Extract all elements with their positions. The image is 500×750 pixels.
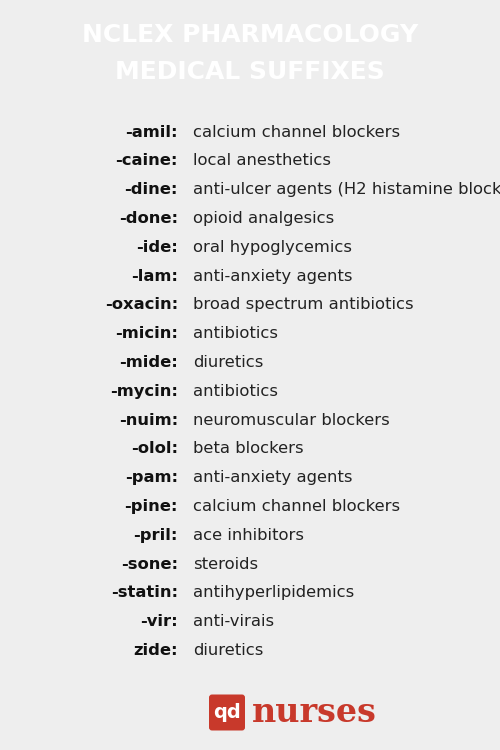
Text: anti-anxiety agents: anti-anxiety agents <box>193 268 352 284</box>
Text: MEDICAL SUFFIXES: MEDICAL SUFFIXES <box>115 60 385 84</box>
Text: -pril:: -pril: <box>134 528 178 543</box>
Text: qd: qd <box>213 703 241 722</box>
Text: -lam:: -lam: <box>131 268 178 284</box>
Text: -mide:: -mide: <box>119 355 178 370</box>
Text: anti-ulcer agents (H2 histamine blockers): anti-ulcer agents (H2 histamine blockers… <box>193 182 500 197</box>
Text: neuromuscular blockers: neuromuscular blockers <box>193 413 390 428</box>
Text: -caine:: -caine: <box>116 154 178 169</box>
Text: -vir:: -vir: <box>140 614 178 629</box>
Text: anti-anxiety agents: anti-anxiety agents <box>193 470 352 485</box>
Text: -dine:: -dine: <box>124 182 178 197</box>
Text: steroids: steroids <box>193 556 258 572</box>
Text: antihyperlipidemics: antihyperlipidemics <box>193 586 354 601</box>
Text: -micin:: -micin: <box>115 326 178 341</box>
Text: nurses: nurses <box>252 696 377 729</box>
Text: diuretics: diuretics <box>193 643 264 658</box>
Text: ace inhibitors: ace inhibitors <box>193 528 304 543</box>
Text: antibiotics: antibiotics <box>193 326 278 341</box>
Text: calcium channel blockers: calcium channel blockers <box>193 124 400 140</box>
Text: broad spectrum antibiotics: broad spectrum antibiotics <box>193 298 414 313</box>
Text: -olol:: -olol: <box>131 442 178 457</box>
Text: -statin:: -statin: <box>111 586 178 601</box>
Text: beta blockers: beta blockers <box>193 442 304 457</box>
Text: antibiotics: antibiotics <box>193 384 278 399</box>
FancyBboxPatch shape <box>209 694 245 730</box>
Text: zide:: zide: <box>134 643 178 658</box>
Text: anti-virais: anti-virais <box>193 614 274 629</box>
Text: -pine:: -pine: <box>124 499 178 514</box>
Text: -ide:: -ide: <box>136 240 178 255</box>
Text: -oxacin:: -oxacin: <box>105 298 178 313</box>
Text: diuretics: diuretics <box>193 355 264 370</box>
Text: -done:: -done: <box>119 211 178 226</box>
Text: opioid analgesics: opioid analgesics <box>193 211 334 226</box>
Text: -sone:: -sone: <box>121 556 178 572</box>
Text: -amil:: -amil: <box>126 124 178 140</box>
Text: calcium channel blockers: calcium channel blockers <box>193 499 400 514</box>
Text: NCLEX PHARMACOLOGY: NCLEX PHARMACOLOGY <box>82 23 418 47</box>
Text: -mycin:: -mycin: <box>110 384 178 399</box>
Text: local anesthetics: local anesthetics <box>193 154 331 169</box>
Text: -pam:: -pam: <box>125 470 178 485</box>
Text: -nuim:: -nuim: <box>119 413 178 428</box>
Text: oral hypoglycemics: oral hypoglycemics <box>193 240 352 255</box>
